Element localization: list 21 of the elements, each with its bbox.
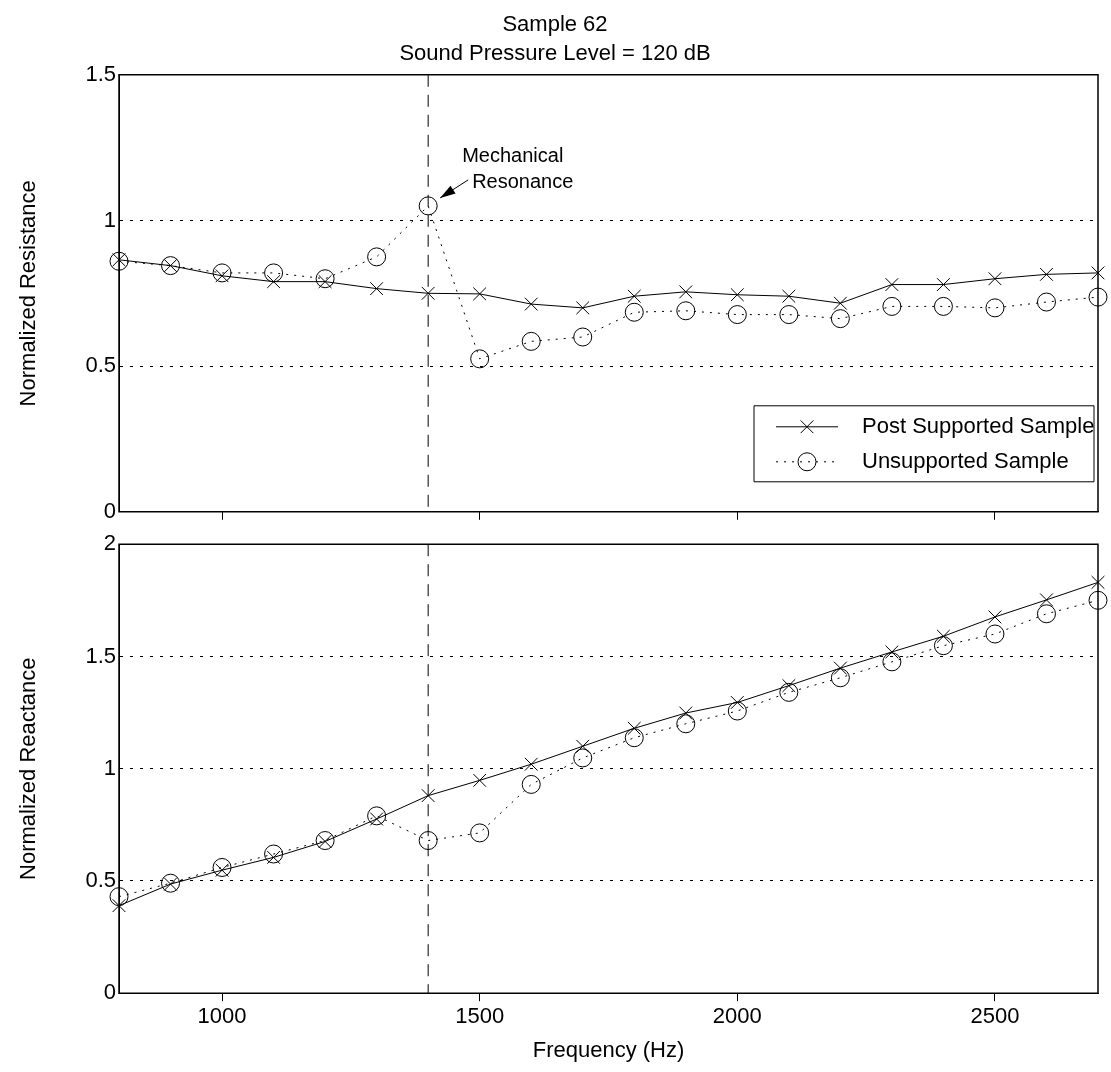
y-tick-label: 1 xyxy=(103,206,116,232)
y-tick-label: 0 xyxy=(103,979,116,1005)
y-tick-label: 1.5 xyxy=(85,642,116,668)
y-tick-label: 0 xyxy=(103,497,116,523)
annotation: Mechanical Resonance xyxy=(462,143,574,192)
y-tick-label: 0.5 xyxy=(85,867,116,893)
x-axis-title: Frequency (Hz) xyxy=(532,1036,685,1062)
x-tick-label: 2500 xyxy=(970,1003,1020,1029)
x-tick-label: 1000 xyxy=(197,1003,247,1029)
y-tick-label: 0.5 xyxy=(85,352,116,378)
legend-label: Post Supported Sample xyxy=(862,412,1095,438)
y-tick-label: 1 xyxy=(103,754,116,780)
chart-title: Sample 62 xyxy=(502,11,608,37)
x-tick-label: 1500 xyxy=(455,1003,505,1029)
chart-subtitle: Sound Pressure Level = 120 dB xyxy=(399,39,711,65)
y-tick-label: 2 xyxy=(103,530,116,556)
legend-label: Unsupported Sample xyxy=(862,447,1069,473)
x-tick-label: 2000 xyxy=(712,1003,762,1029)
y-axis-title: Normalized Reactance xyxy=(15,657,41,880)
y-tick-label: 1.5 xyxy=(85,60,116,86)
y-axis-title: Normalized Resistance xyxy=(15,180,41,407)
